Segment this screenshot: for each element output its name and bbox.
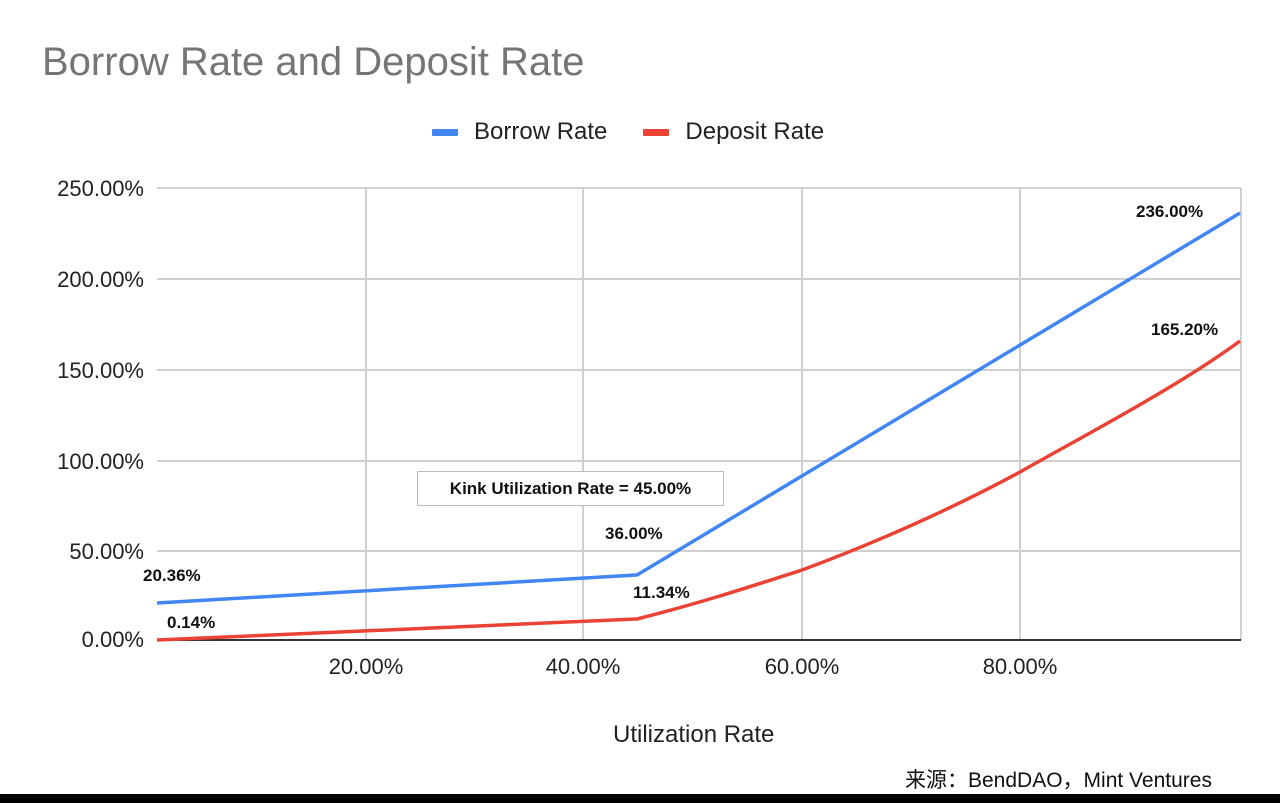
vertical-gridlines — [365, 188, 1242, 640]
data-label-borrow-start: 20.36% — [143, 566, 201, 585]
kink-annotation: Kink Utilization Rate = 45.00% — [417, 471, 724, 506]
data-label-borrow-kink: 36.00% — [605, 524, 663, 543]
x-tick-80: 80.00% — [982, 654, 1058, 679]
legend-item-deposit-rate[interactable]: Deposit Rate — [643, 118, 824, 146]
borrow-rate-swatch-icon — [432, 128, 458, 136]
x-tick-60: 60.00% — [764, 654, 840, 679]
y-tick-100: 100.00% — [57, 449, 144, 474]
source-note: 来源：BendDAO，Mint Ventures — [905, 769, 1212, 792]
chart-title: Borrow Rate and Deposit Rate — [42, 40, 585, 84]
y-tick-200: 200.00% — [57, 267, 144, 292]
deposit-rate-swatch-icon — [643, 128, 670, 136]
data-label-deposit-start: 0.14% — [167, 613, 216, 632]
data-label-deposit-kink: 11.34% — [633, 583, 690, 602]
legend: Borrow Rate Deposit Rate — [432, 118, 860, 146]
legend-item-borrow-rate[interactable]: Borrow Rate — [432, 118, 607, 146]
bottom-bar — [0, 794, 1280, 803]
y-tick-50: 50.00% — [69, 539, 144, 564]
y-tick-250: 250.00% — [57, 176, 144, 201]
data-label-borrow-end: 236.00% — [1136, 202, 1204, 221]
data-label-deposit-end: 165.20% — [1151, 320, 1219, 339]
horizontal-gridlines — [157, 187, 1241, 552]
legend-label-deposit-rate: Deposit Rate — [685, 118, 825, 145]
borrow-rate-line — [156, 211, 1241, 605]
deposit-rate-line — [156, 339, 1242, 642]
y-tick-0: 0.00% — [81, 627, 144, 652]
x-tick-40: 40.00% — [545, 654, 621, 679]
x-axis-label: Utilization Rate — [613, 721, 775, 748]
legend-label-borrow-rate: Borrow Rate — [474, 118, 608, 145]
x-tick-20: 20.00% — [328, 654, 404, 679]
y-tick-150: 150.00% — [57, 358, 144, 383]
